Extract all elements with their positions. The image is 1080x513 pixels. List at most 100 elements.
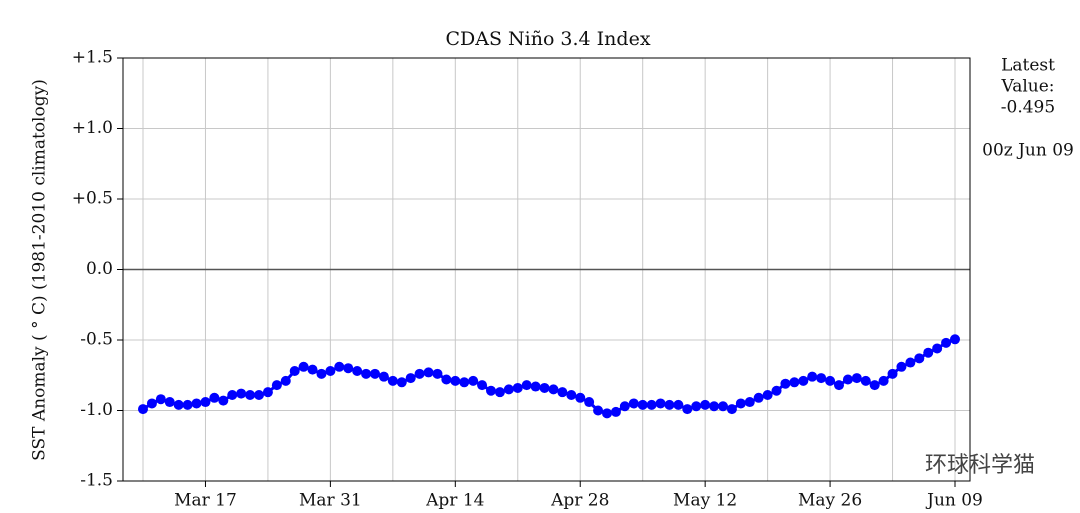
marker <box>138 404 148 415</box>
marker <box>289 366 300 377</box>
marker <box>798 375 809 386</box>
marker <box>584 397 595 408</box>
marker <box>932 343 943 354</box>
marker <box>530 381 541 392</box>
plot-frame <box>122 57 971 482</box>
marker <box>459 377 470 388</box>
x-tick-label: Jun 09 <box>925 491 983 511</box>
y-tick-label: -0.5 <box>80 330 113 350</box>
marker <box>700 399 711 410</box>
marker <box>503 384 514 395</box>
marker <box>307 364 318 375</box>
marker <box>254 389 264 400</box>
marker <box>807 371 818 382</box>
y-tick-label: +1.5 <box>72 48 113 68</box>
marker <box>682 404 693 415</box>
marker <box>298 361 309 372</box>
y-tick-label: 0.0 <box>86 259 113 279</box>
marker <box>539 382 550 393</box>
side-note: Value: <box>1000 77 1054 97</box>
marker <box>744 397 755 408</box>
marker <box>869 380 880 391</box>
marker <box>905 357 916 368</box>
marker <box>557 387 568 398</box>
marker <box>664 399 675 410</box>
y-axis-label: SST Anomaly ( ° C) (1981-2010 climatolog… <box>30 79 50 461</box>
marker <box>423 367 434 378</box>
marker <box>325 366 336 377</box>
marker <box>851 373 862 384</box>
marker <box>521 380 532 391</box>
marker <box>164 397 175 408</box>
marker <box>923 347 934 358</box>
x-tick-label: May 12 <box>673 491 737 511</box>
x-tick-label: Apr 28 <box>550 491 609 511</box>
marker <box>655 398 666 409</box>
marker <box>709 401 720 412</box>
marker <box>245 389 256 400</box>
marker <box>834 380 844 391</box>
marker <box>387 375 398 386</box>
x-tick-label: Mar 17 <box>174 491 237 511</box>
y-tick-label: -1.5 <box>80 471 113 491</box>
marker <box>610 406 621 417</box>
marker <box>441 374 452 385</box>
marker <box>218 395 229 406</box>
side-note: Latest <box>1001 56 1055 76</box>
marker <box>352 366 363 377</box>
plot: -1.5 -1.0 -0.5 0.0 +0.5 +1.0 +1.5 Mar 17 Mar 31 A… <box>72 48 983 511</box>
marker <box>771 385 782 396</box>
marker <box>477 380 488 391</box>
marker <box>566 389 577 400</box>
timestamp: 00z Jun 09 <box>982 141 1074 161</box>
marker <box>548 384 559 395</box>
marker <box>914 353 925 364</box>
x-tick-label: Apr 14 <box>425 491 484 511</box>
marker <box>334 361 345 372</box>
marker <box>628 398 639 409</box>
marker <box>950 334 960 345</box>
marker <box>370 368 380 379</box>
marker <box>842 374 853 385</box>
marker <box>575 392 586 403</box>
watermark: 环球科学猫 <box>925 453 1035 478</box>
marker <box>378 371 389 382</box>
chart-title: CDAS Niño 3.4 Index <box>445 28 650 50</box>
marker <box>735 398 746 409</box>
marker <box>146 398 157 409</box>
marker <box>896 361 907 372</box>
marker <box>173 399 184 410</box>
side-note: -0.495 <box>1001 98 1055 118</box>
marker <box>593 405 604 416</box>
marker <box>753 392 764 403</box>
marker <box>396 377 407 388</box>
marker <box>209 392 220 403</box>
marker <box>512 382 523 393</box>
y-tick-label: +0.5 <box>72 189 113 209</box>
marker <box>673 399 684 410</box>
marker <box>236 388 247 399</box>
marker <box>468 375 479 386</box>
marker <box>941 337 952 348</box>
y-tick-label: +1.0 <box>72 118 113 138</box>
marker <box>816 373 827 384</box>
marker <box>726 404 737 415</box>
marker <box>280 375 291 386</box>
marker <box>718 401 728 412</box>
marker <box>602 408 612 419</box>
marker <box>405 373 416 384</box>
marker <box>780 378 791 389</box>
marker <box>494 387 505 398</box>
marker <box>646 399 657 410</box>
marker <box>200 397 211 408</box>
x-tick-label: May 26 <box>798 491 862 511</box>
marker <box>887 368 898 379</box>
marker <box>432 368 443 379</box>
marker <box>414 368 425 379</box>
marker <box>361 368 372 379</box>
marker <box>343 363 354 374</box>
marker <box>182 399 193 410</box>
marker <box>316 368 327 379</box>
